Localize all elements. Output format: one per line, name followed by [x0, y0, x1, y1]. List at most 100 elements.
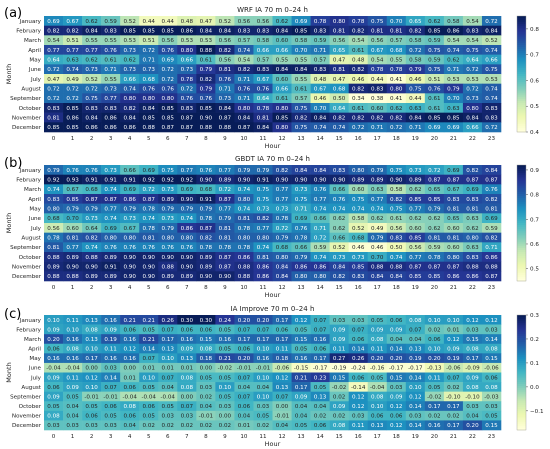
cell-value-label: 0.10 [85, 385, 98, 391]
cell-value-label: 0.10 [257, 375, 270, 381]
heatmap-cell [82, 343, 102, 354]
cell-value-label: 0.04 [66, 404, 79, 410]
cell-value-label: 0.72 [390, 125, 402, 131]
colorbar-strip [517, 39, 526, 42]
heatmap-cell [196, 64, 216, 75]
cell-value-label: 0.84 [123, 116, 136, 122]
cell-value-label: 0.59 [485, 226, 498, 232]
heatmap-cell [177, 315, 197, 325]
heatmap-cell [63, 261, 83, 272]
y-tick-label: February [16, 178, 41, 184]
colorbar-strip [517, 184, 526, 187]
heatmap-cell [82, 315, 102, 325]
heatmap-cell [310, 343, 330, 354]
cell-value-label: 0.02 [333, 394, 345, 400]
heatmap-cell [272, 112, 292, 123]
heatmap-cell [120, 194, 140, 204]
cell-value-label: -0.06 [446, 366, 461, 372]
cell-value-label: 0.05 [142, 414, 155, 420]
heatmap-cell [291, 362, 311, 373]
cell-value-label: -0.04 [161, 394, 176, 400]
cell-value-label: 0.05 [485, 414, 498, 420]
cell-value-label: 0.13 [162, 347, 175, 353]
cell-value-label: 0.73 [181, 67, 194, 73]
colorbar-strip [517, 252, 526, 255]
heatmap-cell [310, 45, 330, 55]
cell-value-label: 0.72 [466, 87, 478, 93]
cell-value-label: 0.16 [295, 356, 308, 362]
heatmap-cell [234, 315, 254, 325]
cell-value-label: 0.79 [200, 67, 213, 73]
cell-value-label: -0.03 [484, 394, 499, 400]
cell-value-label: 0.06 [371, 414, 384, 420]
cell-value-label: 0.84 [276, 67, 289, 73]
cell-value-label: 0.69 [104, 226, 117, 232]
heatmap-cell [310, 35, 330, 46]
heatmap-cell [120, 174, 140, 185]
heatmap-cell [139, 165, 159, 175]
cell-value-label: 0.83 [238, 29, 251, 35]
heatmap-cell [44, 315, 64, 325]
heatmap-cell [215, 315, 235, 325]
heatmap-cell [139, 315, 159, 325]
cell-value-label: 0.02 [314, 414, 326, 420]
heatmap-cell [291, 93, 311, 104]
x-tick-label: 5 [147, 434, 151, 440]
cell-value-label: 0.04 [390, 337, 403, 343]
cell-value-label: 0.92 [47, 178, 59, 184]
cell-value-label: 0.08 [466, 347, 479, 353]
cell-value-label: 0.65 [428, 187, 441, 193]
x-tick-label: 17 [374, 434, 382, 440]
heatmap-cell [139, 184, 159, 195]
colorbar-strip [517, 370, 526, 373]
cell-value-label: 0.08 [371, 337, 384, 343]
cell-value-label: 0.83 [466, 197, 479, 203]
heatmap-cell [234, 112, 254, 123]
cell-value-label: 0.85 [409, 197, 422, 203]
cell-value-label: 0.77 [276, 187, 289, 193]
cell-value-label: 0.80 [276, 255, 289, 261]
heatmap-cell [481, 122, 502, 133]
cell-value-label: 0.06 [485, 375, 498, 381]
cell-value-label: 0.21 [295, 375, 308, 381]
cell-value-label: 0.70 [447, 96, 460, 102]
heatmap-cell [405, 372, 426, 383]
cell-value-label: 0.53 [181, 38, 194, 44]
heatmap-cell [310, 420, 330, 431]
heatmap-cell [215, 362, 235, 373]
heatmap-cell [405, 391, 426, 402]
cell-value-label: 0.84 [276, 265, 289, 271]
heatmap-cell [234, 324, 254, 335]
heatmap-cell [215, 391, 235, 402]
cell-value-label: 0.74 [485, 87, 498, 93]
heatmap-cell [101, 174, 121, 185]
cell-value-label: 0.09 [47, 327, 60, 333]
colorbar-strip [517, 194, 526, 197]
y-tick-label: November [12, 265, 42, 271]
heatmap-cell [367, 334, 388, 345]
heatmap-cell [348, 410, 369, 421]
heatmap-cell [234, 203, 254, 214]
heatmap-cell [272, 194, 292, 204]
heatmap-cell [310, 93, 330, 104]
cell-value-label: 0.73 [85, 216, 98, 222]
heatmap-cell [424, 410, 445, 421]
heatmap-cell [424, 382, 445, 392]
heatmap-cell [196, 16, 216, 26]
colorbar-tick-label: 0.7 [530, 217, 539, 223]
heatmap-cell [82, 271, 102, 282]
cell-value-label: 0.05 [219, 375, 232, 381]
cell-value-label: 0.03 [66, 423, 79, 429]
cell-value-label: 0.90 [200, 116, 213, 122]
cell-value-label: 0.61 [352, 106, 365, 112]
heatmap-cell [405, 54, 426, 65]
heatmap-cell [424, 203, 445, 214]
heatmap-cell [348, 271, 369, 282]
cell-value-label: 0.02 [428, 414, 440, 420]
cell-value-label: 0.73 [123, 67, 136, 73]
cell-value-label: 0.77 [181, 168, 194, 174]
cell-value-label: 0.11 [371, 347, 384, 353]
heatmap-cell [462, 122, 483, 133]
cell-value-label: 0.72 [409, 48, 421, 54]
heatmap-cell [424, 232, 445, 243]
